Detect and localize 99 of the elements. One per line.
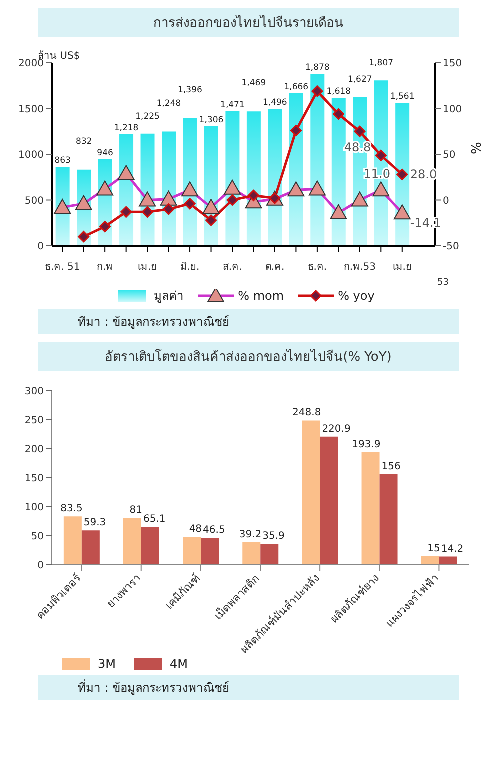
data-label: 193.9 — [352, 440, 381, 451]
text: ทีมา : ข้อมูลกระทรวงพาณิชย์ — [38, 309, 459, 334]
data-label: 1,471 — [220, 100, 245, 110]
data-label: 1,496 — [263, 98, 288, 108]
data-label: 1,618 — [326, 86, 352, 97]
data-label: 1,807 — [369, 58, 394, 69]
legend-label: มูลค่า — [154, 288, 184, 305]
x-tick-label: ธ.ค. — [308, 262, 328, 273]
x-tick-label: ก.พ.53 — [344, 262, 376, 273]
y2-axis-title: % — [467, 142, 482, 154]
point — [290, 124, 302, 136]
bar — [242, 542, 261, 565]
y2-tick-label: 100 — [443, 104, 462, 116]
data-label: 1,469 — [242, 78, 266, 89]
point — [312, 86, 324, 98]
legend-label: % mom — [238, 288, 284, 302]
bar — [123, 518, 142, 565]
legend-label: 3M — [98, 657, 116, 671]
x-tick-label: ต.ค. — [265, 262, 285, 273]
data-label: 39.2 — [239, 529, 262, 540]
text: ที่มา : ข้อมูลกระทรวงพาณิชย์ — [38, 675, 459, 700]
bar — [380, 474, 398, 565]
point — [184, 198, 196, 210]
point — [163, 204, 175, 216]
data-label: 1,396 — [178, 85, 202, 96]
bar — [260, 544, 279, 565]
y-tick-label: 1500 — [18, 104, 44, 116]
legend-label: % yoy — [338, 288, 375, 302]
data-label: 59.3 — [84, 518, 106, 529]
point — [332, 108, 344, 120]
bar — [82, 530, 100, 565]
y2-tick-label: 150 — [443, 58, 462, 70]
y-tick-label: 50 — [31, 532, 44, 543]
data-label: 1,878 — [305, 63, 330, 74]
bar — [302, 420, 320, 565]
point — [375, 150, 387, 162]
data-label: 220.9 — [322, 424, 351, 435]
data-label: 1,225 — [136, 112, 160, 122]
data-label: 35.9 — [262, 531, 285, 542]
data-label: 46.5 — [203, 525, 226, 536]
x-tick-label: เม.ย — [392, 262, 412, 273]
data-label: 48 — [189, 524, 202, 536]
point — [99, 221, 111, 233]
y-tick-label: 0 — [38, 560, 44, 572]
point — [78, 231, 90, 243]
data-label: 156 — [382, 462, 401, 473]
point — [248, 190, 260, 202]
y-tick-label: 1000 — [18, 150, 44, 162]
y-tick-label: 150 — [24, 474, 44, 485]
y-tick-label: 200 — [24, 444, 44, 456]
point — [354, 126, 366, 138]
bar — [310, 74, 325, 246]
data-label: 1,666 — [284, 82, 309, 93]
y2-tick-label: -50 — [443, 242, 460, 253]
bar — [362, 452, 380, 565]
text: 53 — [438, 278, 449, 288]
legend-label: 4M — [170, 657, 188, 671]
data-label: 832 — [76, 136, 92, 147]
bar — [320, 436, 338, 565]
x-tick-label: ส.ค. — [222, 262, 242, 273]
data-label: 1,248 — [156, 98, 182, 109]
data-label: 1,561 — [390, 92, 415, 102]
point — [206, 214, 218, 226]
y-tick-label: 2000 — [18, 58, 44, 70]
data-label: 65.1 — [143, 514, 166, 526]
x-tick-label: มิ.ย. — [180, 262, 200, 273]
x-tick-label: เม.ย — [138, 262, 158, 273]
bar — [141, 527, 160, 565]
y-tick-label: 250 — [24, 416, 44, 427]
bar — [201, 538, 220, 565]
y-tick-label: 300 — [24, 386, 44, 398]
chart-title: การส่งออกของไทยไปจีนรายเดือน — [38, 8, 459, 37]
point — [226, 194, 238, 206]
data-label: 863 — [54, 156, 71, 166]
data-label: 248.8 — [292, 408, 322, 419]
bar — [268, 109, 282, 246]
x-tick-label: ก.พ — [96, 262, 114, 273]
y-tick-label: 0 — [38, 242, 44, 253]
y2-tick-label: 50 — [443, 150, 456, 162]
bar — [439, 556, 458, 565]
bar — [421, 556, 440, 565]
data-label: 83.5 — [60, 504, 83, 515]
data-label: 1,627 — [348, 75, 372, 86]
data-label: 1,218 — [114, 124, 139, 134]
point — [142, 206, 154, 218]
y2-tick-label: 0 — [443, 196, 450, 207]
data-label: 81 — [130, 505, 142, 516]
data-label: 14.2 — [441, 544, 464, 555]
bar — [64, 516, 82, 565]
point — [396, 168, 408, 180]
point — [120, 206, 132, 218]
data-label: 946 — [97, 148, 114, 158]
y-tick-label: 100 — [24, 502, 44, 514]
x-tick-label: ธ.ค. 51 — [44, 262, 80, 273]
data-label: 1,306 — [199, 116, 224, 126]
chart-title: อัตราเติบโตของสินค้าส่งออกของไทยไปจีน(% YoY) — [38, 342, 459, 371]
y-tick-label: 500 — [24, 196, 44, 207]
data-label: 15 — [428, 543, 440, 554]
bar — [183, 537, 202, 565]
